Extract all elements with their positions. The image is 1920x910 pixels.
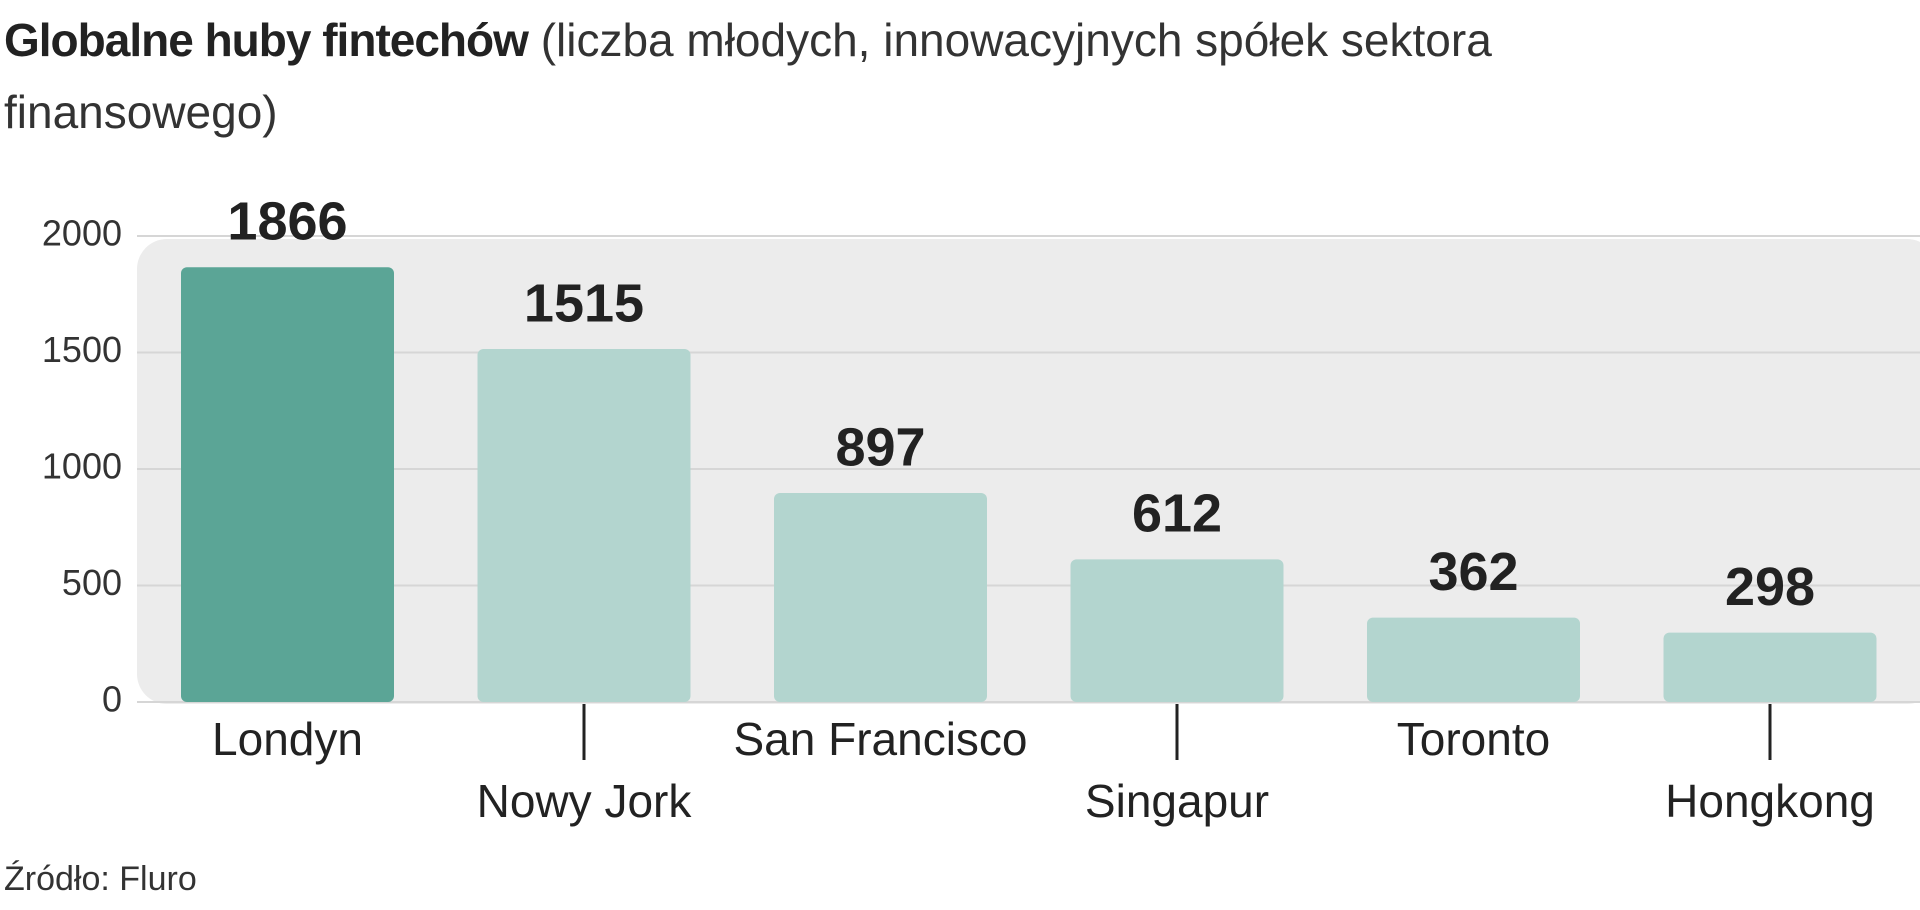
x-tick-label: San Francisco	[733, 713, 1027, 765]
y-tick-label: 2000	[42, 213, 122, 254]
bar	[1070, 559, 1284, 702]
bar	[477, 349, 691, 702]
value-label: 298	[1725, 557, 1815, 617]
value-label: 1866	[227, 191, 347, 251]
value-label: 362	[1428, 542, 1518, 602]
bar	[181, 267, 394, 702]
chart-title: Globalne huby fintechów	[4, 14, 529, 66]
title-block: Globalne huby fintechów (liczba młodych,…	[4, 4, 1604, 148]
value-label: 897	[835, 417, 925, 477]
x-tick-label: Nowy Jork	[477, 775, 693, 827]
x-tick-label: Singapur	[1085, 775, 1269, 827]
value-label: 612	[1132, 484, 1222, 544]
bar	[774, 492, 987, 702]
bar	[1367, 617, 1580, 702]
x-tick-label: Toronto	[1397, 713, 1550, 765]
y-tick-label: 500	[62, 562, 122, 603]
chart-subtitle: (liczba młodych, innowacyjnych spółek se…	[4, 14, 1492, 138]
x-tick-label: Londyn	[212, 713, 363, 765]
plot-background	[137, 239, 1920, 704]
y-tick-label: 1000	[42, 446, 122, 487]
source: Źródło: Fluro	[4, 860, 197, 898]
bar	[1663, 632, 1877, 702]
value-label: 1515	[524, 273, 644, 333]
y-tick-label: 1500	[42, 329, 122, 370]
y-tick-label: 0	[102, 679, 122, 720]
x-tick-label: Hongkong	[1665, 775, 1875, 827]
